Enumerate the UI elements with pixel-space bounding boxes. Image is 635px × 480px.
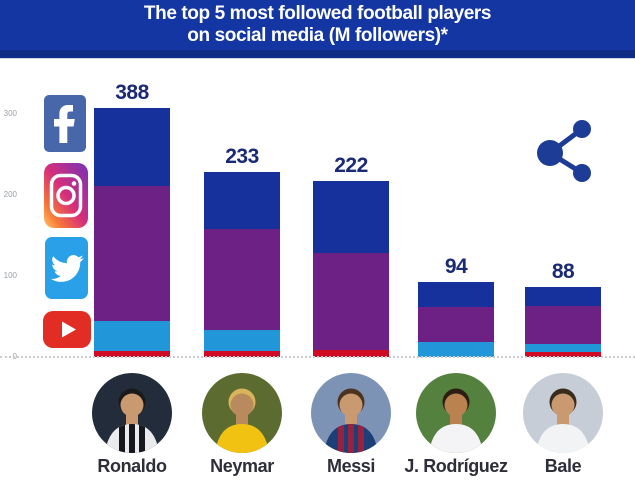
page-title: The top 5 most followed football players…: [0, 3, 635, 47]
page-title-line-2: on social media (M followers)*: [187, 25, 448, 46]
instagram-icon: [44, 163, 88, 233]
player-name-ronaldo: Ronaldo: [97, 456, 167, 476]
bar-messi: [313, 181, 389, 357]
share-network-icon[interactable]: [533, 114, 597, 186]
segment-instagram-j-rodr-guez: [418, 306, 494, 342]
bar-neymar: [204, 172, 280, 357]
y-axis-tick-label-100: 100: [3, 271, 17, 280]
player-photo-ronaldo: [92, 373, 172, 453]
segment-instagram-ronaldo: [94, 186, 170, 322]
bar-value-label-ronaldo: 388: [115, 81, 149, 105]
segment-facebook-bale: [525, 287, 601, 306]
header-accent-strip: [0, 50, 635, 59]
bar-bale: [525, 287, 601, 357]
segment-youtube-ronaldo: [94, 351, 170, 357]
segment-instagram-neymar: [204, 229, 280, 331]
player-name-bale: Bale: [544, 456, 582, 476]
player-name-j-rodr-guez: J. Rodríguez: [404, 456, 508, 476]
segment-instagram-messi: [313, 252, 389, 350]
page-title-line-1: The top 5 most followed football players: [143, 3, 492, 24]
header: [0, 0, 635, 50]
bar-value-label-bale: 88: [551, 260, 575, 284]
segment-twitter-neymar: [204, 330, 280, 352]
bar-j-rodr-guez: [418, 281, 494, 357]
segment-twitter-j-rodr-guez: [418, 341, 494, 357]
player-photo-neymar: [202, 373, 282, 453]
segment-facebook-ronaldo: [94, 108, 170, 187]
segment-facebook-j-rodr-guez: [418, 281, 494, 307]
player-photo-messi: [311, 373, 391, 453]
segment-youtube-bale: [525, 352, 601, 357]
segment-instagram-bale: [525, 305, 601, 345]
segment-facebook-messi: [313, 181, 389, 253]
facebook-icon: [44, 95, 86, 157]
bar-value-label-neymar: 233: [225, 145, 259, 169]
youtube-icon: [43, 311, 91, 353]
player-name-neymar: Neymar: [210, 456, 274, 476]
y-axis-tick-label-300: 300: [3, 109, 17, 118]
bar-value-label-messi: 222: [334, 154, 368, 178]
player-photo-bale: [523, 373, 603, 453]
segment-facebook-neymar: [204, 172, 280, 230]
twitter-icon: [45, 237, 88, 304]
bar-value-label-j-rodr-guez: 94: [444, 254, 468, 278]
player-name-messi: Messi: [326, 456, 376, 476]
segment-twitter-bale: [525, 344, 601, 353]
y-axis-tick-label-200: 200: [3, 190, 17, 199]
segment-twitter-ronaldo: [94, 321, 170, 352]
segment-youtube-messi: [313, 349, 389, 357]
player-photo-j-rodr-guez: [416, 373, 496, 453]
segment-youtube-neymar: [204, 351, 280, 357]
bar-ronaldo: [94, 108, 170, 357]
x-axis-baseline: [0, 356, 635, 358]
